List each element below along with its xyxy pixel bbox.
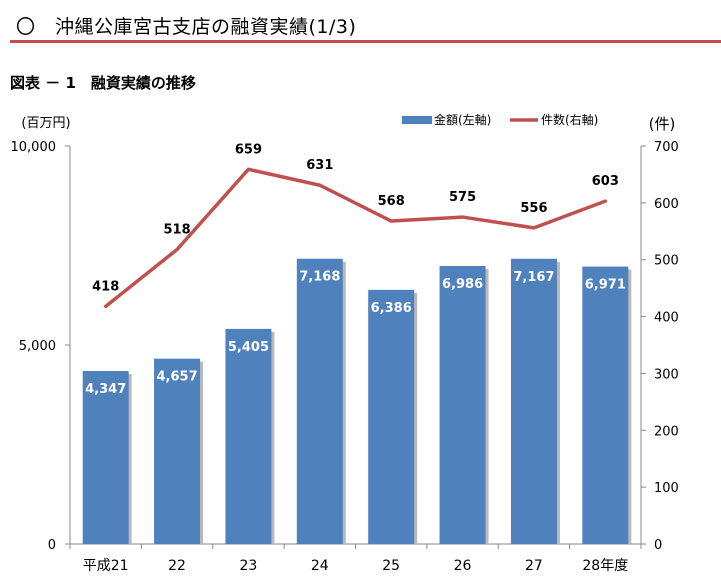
legend-bar-swatch	[402, 116, 432, 124]
bar-value-label: 7,167	[513, 270, 554, 285]
category-label: 26	[454, 558, 472, 574]
line-value-label: 568	[378, 194, 405, 209]
bar-value-label: 7,168	[299, 270, 340, 285]
category-label: 25	[382, 558, 400, 574]
bar-value-label: 6,386	[371, 301, 412, 316]
left-axis-tick-label: 5,000	[19, 339, 56, 354]
right-axis-tick-label: 700	[654, 140, 679, 155]
category-label: 22	[168, 558, 186, 574]
line-value-label: 575	[449, 190, 476, 205]
bar-value-label: 4,347	[85, 382, 126, 397]
right-axis-tick-label: 0	[654, 538, 662, 553]
bar-6	[439, 265, 486, 544]
bar-5	[368, 289, 415, 544]
category-label: 23	[240, 558, 258, 574]
line-value-label: 418	[92, 279, 119, 294]
right-axis-tick-label: 400	[654, 311, 679, 326]
right-axis-tick-label: 600	[654, 197, 679, 212]
category-label: 27	[525, 558, 543, 574]
right-axis-tick-label: 100	[654, 481, 679, 496]
right-axis-tick-label: 200	[654, 424, 679, 439]
line-value-label: 556	[520, 201, 547, 216]
bar-value-label: 6,971	[585, 278, 626, 293]
line-value-label: 603	[592, 174, 619, 189]
legend-line-label: 件数(右軸)	[541, 112, 598, 127]
bar-2	[154, 358, 201, 544]
line-value-label: 659	[235, 142, 262, 157]
bar-3	[225, 328, 272, 544]
count-line	[103, 167, 608, 309]
page-title: 〇 沖縄公庫宮古支店の融資実績(1/3)	[16, 16, 357, 38]
bar-value-label: 4,657	[157, 370, 198, 385]
line-value-label: 631	[306, 158, 333, 173]
page-header: 〇 沖縄公庫宮古支店の融資実績(1/3)	[10, 6, 721, 44]
left-axis-tick-label: 10,000	[11, 140, 57, 155]
legend-bar-label: 金額(左軸)	[434, 112, 491, 127]
figure-caption: 図表 － 1 融資実績の推移	[10, 74, 196, 92]
right-axis-unit: (件)	[649, 115, 676, 133]
category-label: 平成21	[83, 558, 129, 574]
line-value-label: 518	[163, 222, 190, 237]
bar-7	[510, 258, 557, 544]
category-label: 28年度	[582, 558, 628, 574]
bar-8	[582, 266, 629, 544]
right-axis-tick-label: 500	[654, 254, 679, 269]
left-axis-tick-label: 0	[48, 538, 56, 553]
bar-1	[82, 370, 129, 544]
right-axis-tick-label: 300	[654, 367, 679, 382]
bar-4	[296, 258, 343, 544]
left-axis-unit: (百万円)	[21, 116, 70, 131]
category-label: 24	[311, 558, 329, 574]
title-rule	[10, 40, 721, 43]
bar-value-label: 6,986	[442, 277, 483, 292]
bar-value-label: 5,405	[228, 340, 269, 355]
